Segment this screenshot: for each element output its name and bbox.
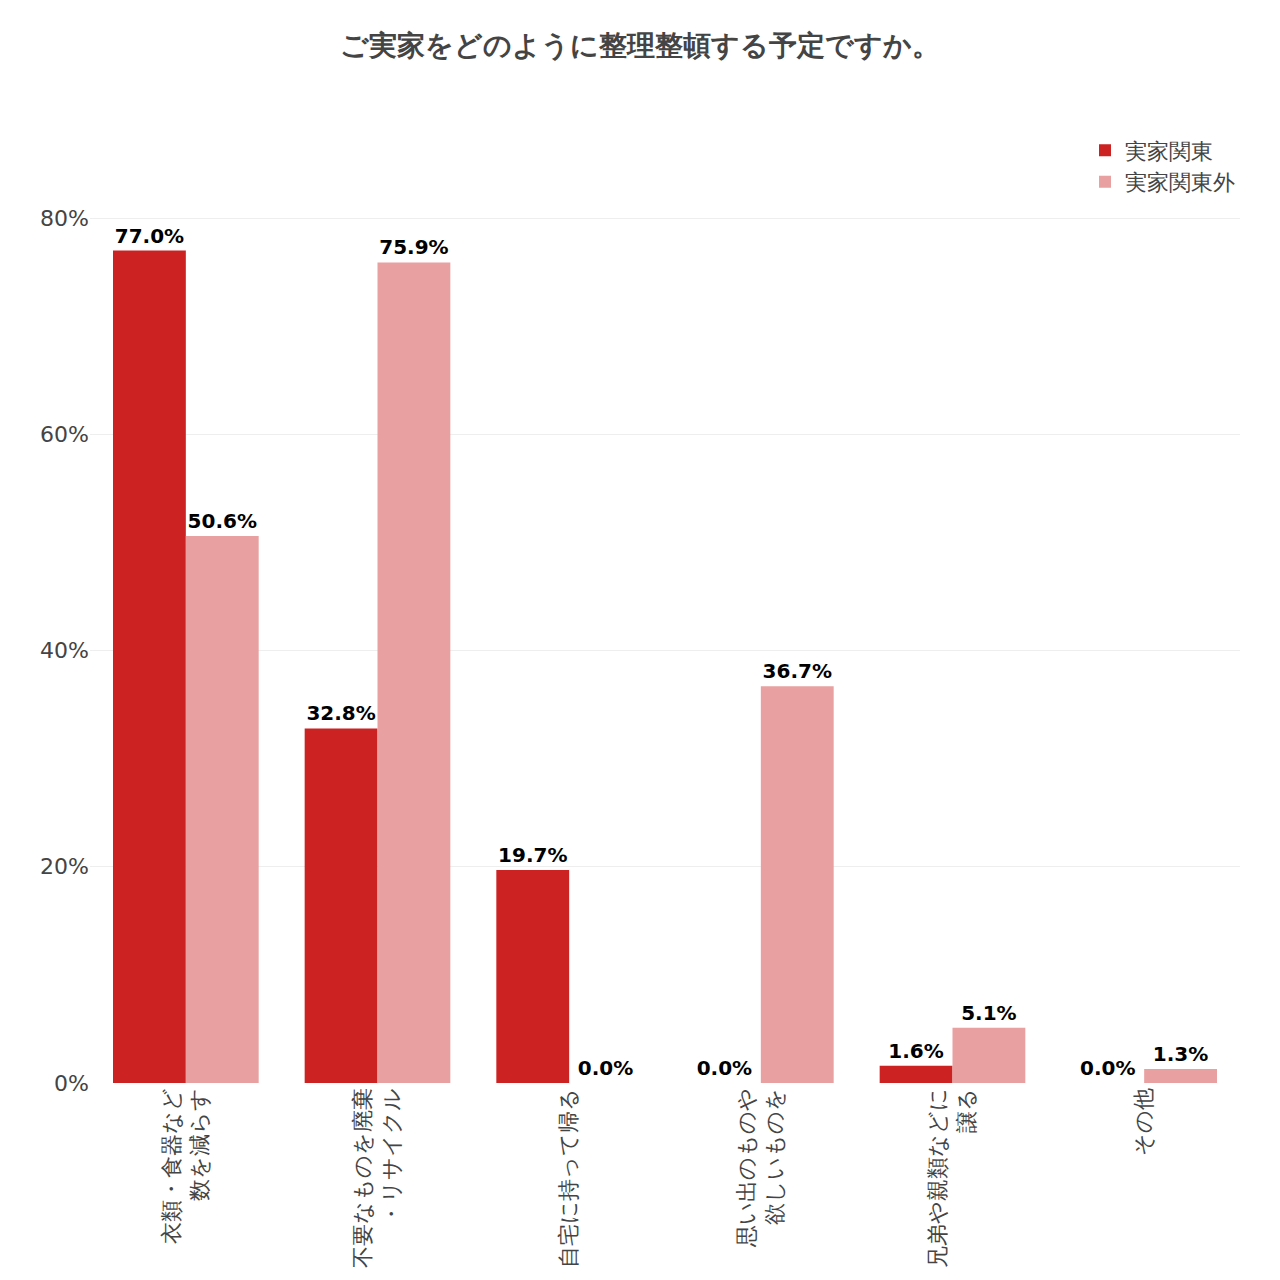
svg-text:80%: 80%: [40, 206, 89, 231]
svg-text:0.0%: 0.0%: [578, 1056, 633, 1080]
svg-text:自宅に持って帰る: 自宅に持って帰る: [556, 1088, 581, 1268]
svg-text:実家関東外: 実家関東外: [1125, 170, 1235, 195]
svg-text:衣類・食器など数を減らす: 衣類・食器など数を減らす: [159, 1088, 213, 1244]
svg-text:32.8%: 32.8%: [306, 701, 375, 725]
svg-text:0.0%: 0.0%: [1080, 1056, 1135, 1080]
svg-text:0.0%: 0.0%: [697, 1056, 752, 1080]
svg-text:ご実家をどのように整理整頓する予定ですか。: ご実家をどのように整理整頓する予定ですか。: [340, 29, 940, 62]
svg-text:20%: 20%: [40, 854, 89, 879]
svg-text:5.1%: 5.1%: [961, 1001, 1016, 1025]
svg-text:0%: 0%: [54, 1071, 89, 1096]
svg-text:19.7%: 19.7%: [498, 843, 567, 867]
svg-text:40%: 40%: [40, 638, 89, 663]
svg-text:50.6%: 50.6%: [188, 509, 257, 533]
svg-text:実家関東: 実家関東: [1125, 139, 1213, 164]
svg-text:60%: 60%: [40, 422, 89, 447]
svg-text:兄弟や親類などに譲る: 兄弟や親類などに譲る: [925, 1088, 979, 1268]
svg-text:その他: その他: [1131, 1088, 1156, 1156]
svg-text:36.7%: 36.7%: [763, 659, 832, 683]
svg-text:77.0%: 77.0%: [115, 224, 184, 248]
svg-text:不要なものを廃棄・リサイクル: 不要なものを廃棄・リサイクル: [350, 1088, 404, 1268]
svg-text:75.9%: 75.9%: [379, 235, 448, 259]
svg-text:思い出のものや欲しいものを: 思い出のものや欲しいものを: [734, 1088, 788, 1248]
svg-text:1.3%: 1.3%: [1153, 1042, 1208, 1066]
svg-text:1.6%: 1.6%: [888, 1039, 943, 1063]
